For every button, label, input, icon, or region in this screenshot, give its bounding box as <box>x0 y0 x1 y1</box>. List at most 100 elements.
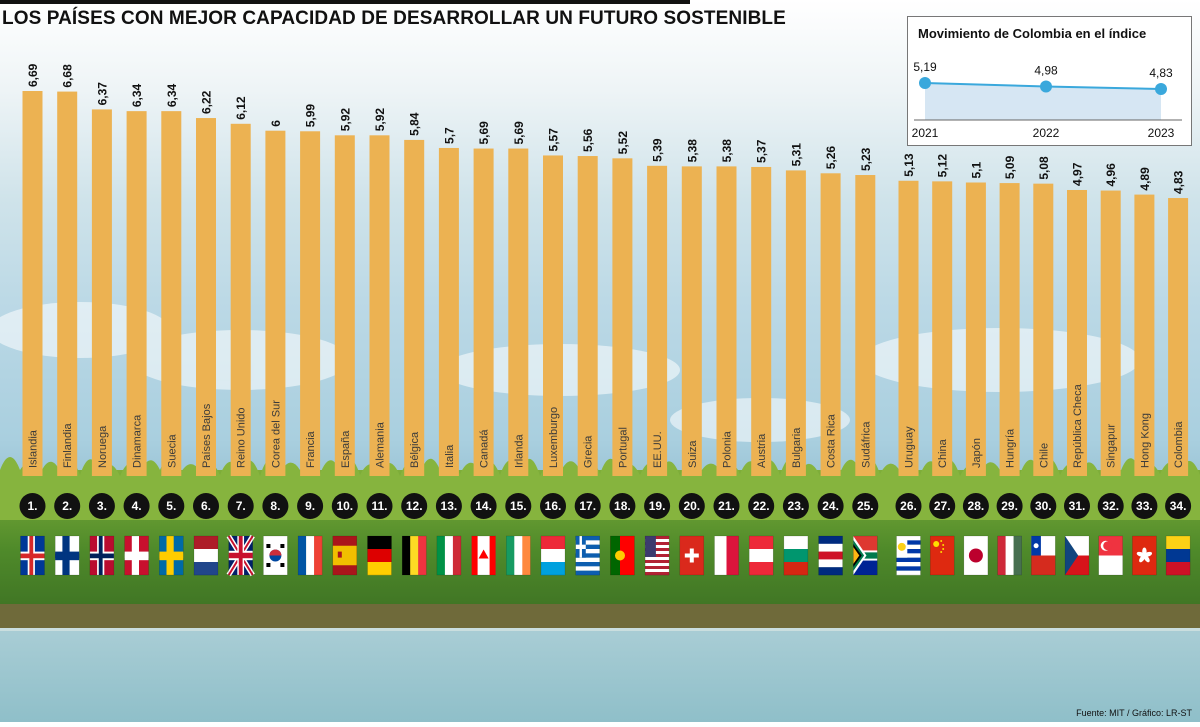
country-flag <box>748 535 774 576</box>
rank-label: 31. <box>1069 499 1086 513</box>
rank-badge: 28. <box>962 493 989 519</box>
inset-value-label: 4,98 <box>1034 64 1058 78</box>
country-flag <box>263 535 288 576</box>
value-label: 6,34 <box>165 83 179 107</box>
rank-badge: 11. <box>366 493 393 519</box>
value-label: 5,08 <box>1037 156 1051 180</box>
category-label: Bélgica <box>409 431 421 468</box>
rank-label: 11. <box>371 499 387 513</box>
bar <box>300 131 321 477</box>
rank-circle <box>88 493 115 519</box>
value-label: 5,69 <box>512 121 526 145</box>
rank-label: 1. <box>27 499 37 513</box>
bar-group: 6,69 Islandia <box>22 63 43 476</box>
category-label: Reino Unido <box>236 407 248 468</box>
country-flag <box>159 535 184 576</box>
country-flag <box>1132 535 1157 576</box>
bar <box>1033 183 1054 477</box>
country-flag <box>226 534 255 577</box>
bar-group: 5,69 Irlanda <box>508 121 529 476</box>
bar <box>508 148 529 476</box>
inset-point <box>1040 80 1052 93</box>
rank-circle <box>262 493 289 519</box>
bar-group: 5,13 Uruguay <box>898 153 919 476</box>
inset-value-label: 4,83 <box>1149 66 1173 80</box>
value-label: 5,57 <box>547 128 561 152</box>
rank-label: 6. <box>201 499 211 513</box>
value-label: 5,37 <box>755 139 769 163</box>
rank-label: 25. <box>857 499 874 513</box>
rank-badge: 7. <box>227 493 254 519</box>
country-flag <box>963 535 989 576</box>
country-flag <box>610 535 635 576</box>
chart-title: LOS PAÍSES CON MEJOR CAPACIDAD DE DESARR… <box>2 8 786 29</box>
bar <box>751 166 772 477</box>
bar-group: 6,34 Suecia <box>161 83 182 477</box>
country-flag <box>818 535 843 576</box>
bar <box>965 182 986 476</box>
inset-point <box>919 77 931 89</box>
rank-label: 27. <box>934 499 951 513</box>
value-label: 5,31 <box>789 143 803 167</box>
bar <box>898 180 919 476</box>
category-label: Finlandia <box>62 422 74 468</box>
rank-circle <box>401 493 428 519</box>
country-flag <box>89 535 115 576</box>
rank-circle <box>644 493 671 519</box>
rank-label: 7. <box>236 499 246 513</box>
rank-badge: 20. <box>678 493 705 519</box>
inset-area <box>925 83 1161 120</box>
rank-label: 2. <box>62 499 72 513</box>
rank-badge: 14. <box>470 493 497 519</box>
rank-badge: 33. <box>1131 493 1158 519</box>
bar-group: 5,99 Francia <box>300 104 321 477</box>
country-flag <box>1064 535 1090 576</box>
category-label: Italia <box>444 444 456 468</box>
inset-year-label: 2021 <box>912 126 939 140</box>
rank-circle <box>895 493 922 519</box>
rank-badge: 32. <box>1097 493 1124 519</box>
country-flag <box>1098 535 1123 576</box>
value-label: 5,12 <box>936 154 950 178</box>
rank-label: 24. <box>822 499 839 513</box>
bar <box>1168 198 1189 477</box>
country-flag <box>1031 535 1056 576</box>
bar-group: 5,38 Polonia <box>716 139 737 476</box>
rank-circle <box>929 493 956 519</box>
category-label: Austria <box>756 433 768 468</box>
value-label: 5,38 <box>720 139 734 163</box>
country-flag <box>124 535 149 576</box>
category-label: Grecia <box>583 435 595 468</box>
value-label: 5,92 <box>373 108 387 132</box>
rank-circle <box>470 493 497 519</box>
bar-group: 6,22 Países Bajos <box>196 90 216 476</box>
bar <box>161 111 182 477</box>
value-label: 5,56 <box>581 128 595 152</box>
rank-circle <box>227 493 254 519</box>
category-label: Luxemburgo <box>548 407 560 468</box>
bar <box>265 130 286 476</box>
rank-label: 3. <box>97 499 107 513</box>
value-label: 5,09 <box>1003 155 1017 179</box>
country-flag <box>54 535 80 576</box>
country-flag <box>896 535 921 576</box>
category-label: Bulgaria <box>791 427 803 468</box>
rank-badge: 24. <box>817 493 844 519</box>
bar-group: 4,83 Colombia <box>1168 170 1189 477</box>
category-label: Uruguay <box>904 426 916 468</box>
category-label: Singapur <box>1106 424 1118 468</box>
bar-group: 5,08 Chile <box>1033 156 1054 477</box>
bar <box>334 135 355 476</box>
bar <box>57 91 78 476</box>
bar <box>438 147 459 477</box>
inset-value-label: 5,19 <box>913 60 937 74</box>
rank-badge: 26. <box>895 493 922 519</box>
category-label: Dinamarca <box>132 414 144 468</box>
value-label: 6 <box>269 120 283 127</box>
rank-circle <box>782 493 809 519</box>
country-flag <box>644 535 670 576</box>
bar <box>1100 190 1121 477</box>
country-flag <box>853 535 878 576</box>
country-flag <box>506 535 531 576</box>
rank-badge: 15. <box>505 493 532 519</box>
